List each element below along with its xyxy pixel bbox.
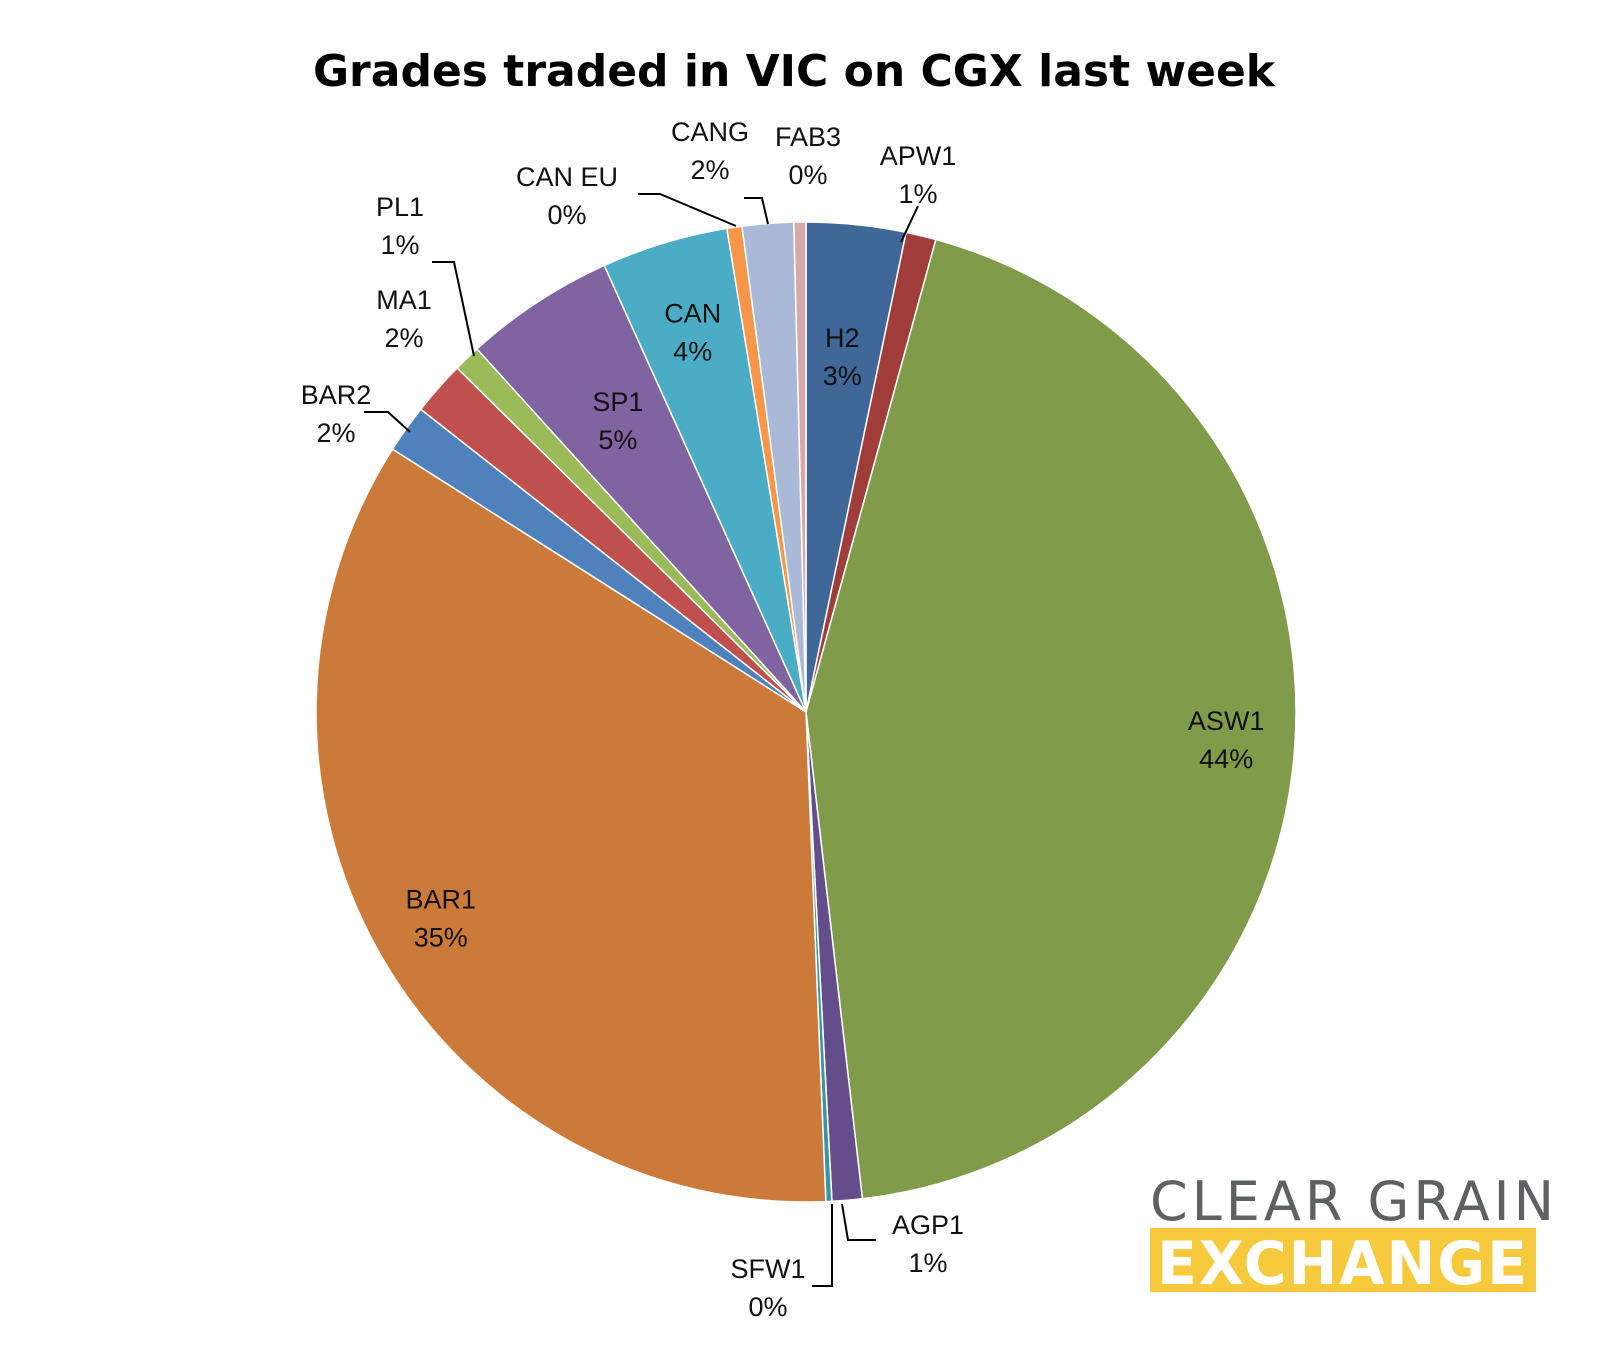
chart-title: Grades traded in VIC on CGX last week — [313, 46, 1277, 97]
clear-grain-exchange-logo: CLEAR GRAIN EXCHANGE — [1150, 1170, 1558, 1299]
label-percent: 1% — [908, 1248, 947, 1278]
label-percent: 44% — [1199, 744, 1253, 774]
label-name: SP1 — [592, 387, 643, 417]
label-percent: 1% — [380, 230, 419, 260]
label-name: H2 — [825, 323, 860, 353]
label-cang: CANG 2% — [671, 117, 749, 185]
pie-slices — [315, 221, 1297, 1203]
label-percent: 0% — [788, 160, 827, 190]
label-sp1: SP1 5% — [592, 387, 643, 455]
label-percent: 4% — [673, 337, 712, 367]
label-bar1: BAR1 35% — [406, 884, 477, 952]
label-h2: H2 3% — [823, 323, 862, 391]
label-percent: 2% — [316, 418, 355, 448]
leader-cang — [744, 197, 769, 225]
logo-line2: EXCHANGE — [1157, 1229, 1529, 1299]
label-fab3: FAB3 0% — [775, 122, 841, 190]
data-labels: H2 3%APW1 1%ASW1 44%AGP1 1%SFW1 0%BAR1 35%BAR2… — [301, 117, 1265, 1322]
label-asw1: ASW1 44% — [1188, 706, 1265, 774]
leader-can-eu — [638, 193, 737, 227]
label-sfw1: SFW1 0% — [730, 1254, 805, 1322]
leader-lines — [364, 193, 919, 1287]
logo-band — [1150, 1228, 1536, 1292]
leader-bar2 — [364, 411, 411, 433]
label-name: ASW1 — [1188, 706, 1265, 736]
label-name: CAN — [664, 299, 721, 329]
label-name: BAR2 — [301, 380, 372, 410]
label-percent: 3% — [823, 361, 862, 391]
label-apw1: APW1 1% — [880, 141, 957, 209]
label-percent: 2% — [384, 323, 423, 353]
label-name: FAB3 — [775, 122, 841, 152]
label-ma1: MA1 2% — [376, 285, 432, 353]
leader-agp1 — [841, 1203, 876, 1241]
label-name: SFW1 — [730, 1254, 805, 1284]
label-name: PL1 — [376, 192, 424, 222]
label-percent: 2% — [690, 155, 729, 185]
label-can-eu: CAN EU 0% — [516, 162, 618, 230]
logo-line1: CLEAR GRAIN — [1150, 1170, 1558, 1233]
label-name: AGP1 — [892, 1210, 964, 1240]
label-bar2: BAR2 2% — [301, 380, 372, 448]
leader-apw1 — [900, 205, 919, 243]
label-percent: 35% — [414, 922, 468, 952]
label-name: CANG — [671, 117, 749, 147]
slice-fab3 — [793, 221, 807, 713]
label-pl1: PL1 1% — [376, 192, 424, 260]
label-percent: 1% — [898, 179, 937, 209]
leader-pl1 — [432, 261, 475, 357]
label-percent: 5% — [598, 425, 637, 455]
label-can: CAN 4% — [664, 299, 721, 367]
label-name: MA1 — [376, 285, 432, 315]
label-name: BAR1 — [406, 884, 477, 914]
label-name: APW1 — [880, 141, 957, 171]
label-percent: 0% — [547, 200, 586, 230]
label-agp1: AGP1 1% — [892, 1210, 964, 1278]
slice-sp1 — [475, 264, 807, 713]
label-percent: 0% — [748, 1292, 787, 1322]
label-name: CAN EU — [516, 162, 618, 192]
slice-bar1 — [315, 448, 827, 1203]
leader-sfw1 — [812, 1204, 833, 1287]
slice-asw1 — [805, 238, 1297, 1200]
